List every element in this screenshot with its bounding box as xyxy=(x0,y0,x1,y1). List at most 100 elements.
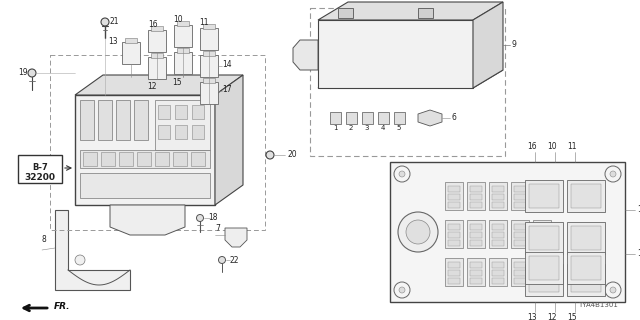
Bar xyxy=(158,125,170,139)
Text: B-7: B-7 xyxy=(32,163,48,172)
Bar xyxy=(50,55,265,230)
Bar xyxy=(151,53,163,58)
Bar xyxy=(514,186,526,192)
Bar xyxy=(525,222,563,254)
Bar xyxy=(571,226,601,250)
Bar xyxy=(514,278,526,284)
Bar xyxy=(174,25,192,47)
Bar xyxy=(175,105,187,119)
Bar xyxy=(470,224,482,230)
Bar xyxy=(470,240,482,246)
Bar xyxy=(448,232,460,238)
Bar xyxy=(448,194,460,200)
Polygon shape xyxy=(318,70,503,88)
Bar xyxy=(378,112,389,124)
Bar xyxy=(511,258,529,286)
Bar xyxy=(492,270,504,276)
Bar xyxy=(155,152,169,166)
Bar xyxy=(511,220,529,248)
Circle shape xyxy=(399,287,405,293)
Bar xyxy=(445,182,463,210)
Bar xyxy=(536,186,548,192)
Text: 14: 14 xyxy=(222,60,232,69)
Circle shape xyxy=(610,287,616,293)
Bar xyxy=(338,8,353,18)
Bar xyxy=(533,220,551,248)
Bar xyxy=(177,21,189,26)
Bar xyxy=(148,30,166,52)
Bar xyxy=(514,262,526,268)
Polygon shape xyxy=(318,2,503,20)
Bar xyxy=(418,8,433,18)
Bar xyxy=(448,262,460,268)
Bar xyxy=(122,42,140,64)
Text: 17: 17 xyxy=(222,85,232,94)
Bar xyxy=(119,152,133,166)
Bar xyxy=(116,100,130,140)
Text: 1: 1 xyxy=(333,125,337,131)
Polygon shape xyxy=(215,75,243,205)
Text: 17: 17 xyxy=(637,249,640,258)
Bar xyxy=(470,202,482,208)
Bar xyxy=(470,278,482,284)
Bar xyxy=(571,184,601,208)
Bar xyxy=(310,8,505,156)
Text: 12: 12 xyxy=(147,82,157,91)
Bar xyxy=(173,152,187,166)
Bar xyxy=(470,232,482,238)
Bar xyxy=(567,180,605,212)
Bar xyxy=(536,194,548,200)
Text: 15: 15 xyxy=(172,78,182,87)
Bar xyxy=(536,202,548,208)
Bar xyxy=(567,264,605,296)
Bar xyxy=(203,51,215,56)
Bar xyxy=(448,202,460,208)
Bar xyxy=(394,112,405,124)
Bar xyxy=(151,26,163,31)
Text: 8: 8 xyxy=(42,235,47,244)
Bar xyxy=(148,57,166,79)
Bar xyxy=(571,268,601,292)
Bar xyxy=(83,152,97,166)
Bar xyxy=(330,112,341,124)
Text: 13: 13 xyxy=(527,313,536,320)
Bar xyxy=(470,270,482,276)
Circle shape xyxy=(196,214,204,221)
Bar xyxy=(492,262,504,268)
Bar xyxy=(80,150,210,168)
Bar xyxy=(536,224,548,230)
Bar xyxy=(80,173,210,198)
Circle shape xyxy=(394,166,410,182)
Text: 11: 11 xyxy=(199,18,209,27)
Bar xyxy=(18,155,62,183)
Circle shape xyxy=(394,282,410,298)
Bar xyxy=(192,105,204,119)
Text: 12: 12 xyxy=(547,313,557,320)
Bar xyxy=(514,194,526,200)
Bar xyxy=(448,278,460,284)
Bar xyxy=(200,82,218,104)
Bar xyxy=(448,186,460,192)
Polygon shape xyxy=(293,40,318,70)
Bar xyxy=(492,232,504,238)
Bar xyxy=(200,28,218,50)
Bar xyxy=(467,220,485,248)
Bar xyxy=(525,264,563,296)
Bar xyxy=(192,125,204,139)
Bar xyxy=(448,224,460,230)
Circle shape xyxy=(398,212,438,252)
Text: 10: 10 xyxy=(173,15,182,24)
Bar xyxy=(470,262,482,268)
Circle shape xyxy=(605,282,621,298)
Bar xyxy=(533,258,551,286)
Text: 14: 14 xyxy=(637,205,640,214)
Bar xyxy=(536,278,548,284)
Circle shape xyxy=(605,166,621,182)
Bar xyxy=(567,252,605,284)
Bar xyxy=(492,202,504,208)
Bar xyxy=(158,105,170,119)
Bar xyxy=(175,125,187,139)
Text: 15: 15 xyxy=(567,313,577,320)
Text: 10: 10 xyxy=(547,142,557,151)
Text: 22: 22 xyxy=(230,256,239,265)
